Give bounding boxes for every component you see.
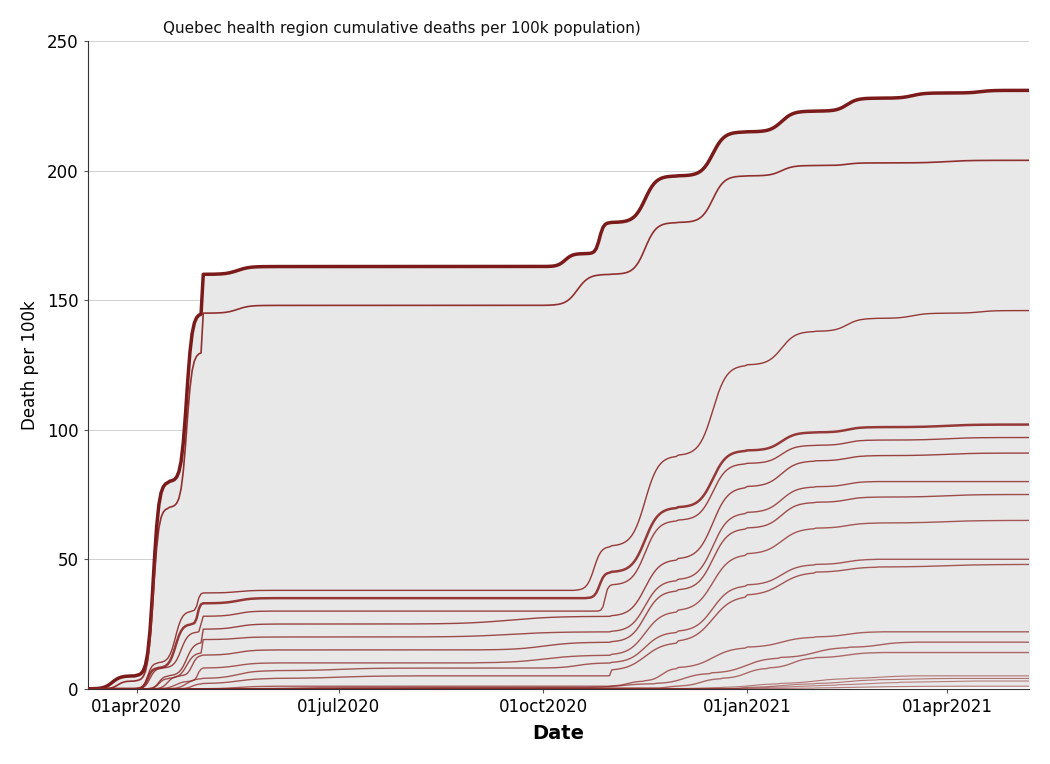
Text: Quebec health region cumulative deaths per 100k population): Quebec health region cumulative deaths p… <box>163 21 640 36</box>
Y-axis label: Death per 100k: Death per 100k <box>21 300 39 430</box>
X-axis label: Date: Date <box>532 724 585 743</box>
